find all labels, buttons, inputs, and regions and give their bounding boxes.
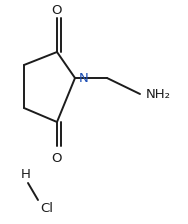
Text: N: N <box>79 71 89 84</box>
Text: NH₂: NH₂ <box>146 88 171 101</box>
Text: Cl: Cl <box>40 202 53 215</box>
Text: O: O <box>52 152 62 165</box>
Text: H: H <box>21 168 31 181</box>
Text: O: O <box>52 4 62 17</box>
